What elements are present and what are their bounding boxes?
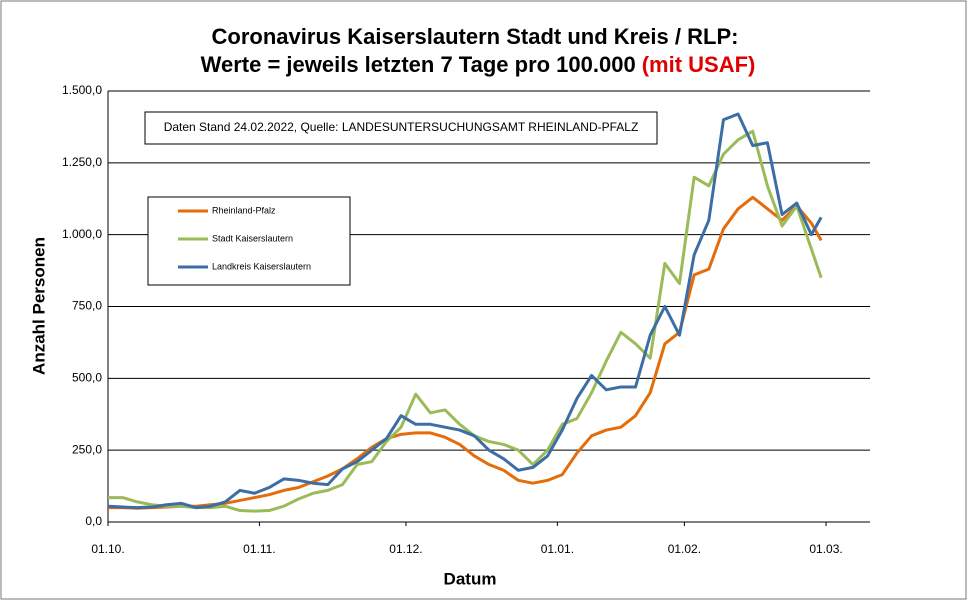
x-tick-label: 01.01. — [541, 542, 574, 556]
y-tick-label: 250,0 — [72, 442, 102, 456]
x-axis-label: Datum — [444, 569, 497, 588]
x-tick-label: 01.03. — [809, 542, 842, 556]
title-line: Werte = jeweils letzten 7 Tage pro 100.0… — [201, 52, 636, 77]
legend-label: Landkreis Kaiserslautern — [212, 261, 311, 271]
x-tick-label: 01.11. — [243, 542, 275, 556]
y-tick-label: 1.250,0 — [62, 155, 102, 169]
y-tick-label: 1.500,0 — [62, 83, 102, 97]
y-tick-label: 500,0 — [72, 371, 102, 385]
series-line — [108, 195, 823, 510]
annotation-box — [144, 111, 658, 145]
y-axis-label: Anzahl Personen — [29, 237, 48, 375]
y-tick-label: 0,0 — [85, 514, 102, 528]
annotation: Daten Stand 24.02.2022, Quelle: LANDESUN… — [164, 120, 639, 134]
title-highlight: (mit USAF) — [642, 52, 756, 77]
x-tick-label: 01.02. — [668, 542, 701, 556]
y-tick-label: 1.000,0 — [62, 227, 102, 241]
x-tick-label: 01.10. — [91, 542, 124, 556]
series-line — [108, 129, 823, 513]
chart-subtitle: Werte = jeweils letzten 7 Tage pro 100.0… — [201, 52, 756, 77]
x-tick-label: 01.12. — [389, 542, 422, 556]
legend-label: Stadt Kaiserslautern — [212, 233, 293, 243]
legend-label: Rheinland-Pfalz — [212, 205, 276, 215]
y-tick-label: 750,0 — [72, 299, 102, 313]
series-line — [107, 112, 823, 510]
chart-title: Coronavirus Kaiserslautern Stadt und Kre… — [212, 24, 739, 49]
